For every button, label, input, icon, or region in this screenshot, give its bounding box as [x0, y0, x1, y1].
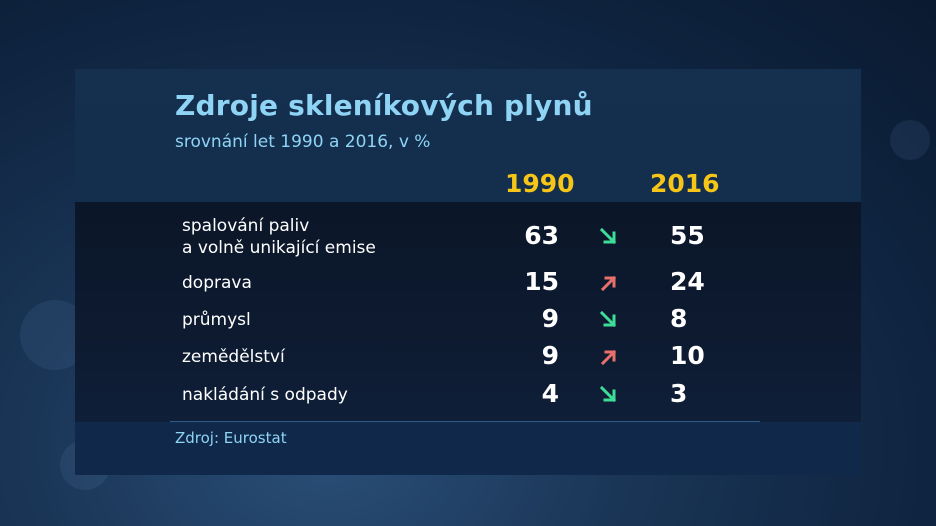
value-2016: 24 [670, 267, 705, 296]
row-label-line: spalování paliv [182, 216, 310, 236]
value-1990: 4 [541, 379, 559, 408]
row-label: zemědělství [182, 346, 285, 368]
value-1990: 9 [541, 304, 559, 333]
arrow-down-right-icon [599, 385, 619, 405]
chart-title: Zdroje skleníkových plynů [175, 89, 593, 122]
value-1990: 9 [541, 341, 559, 370]
chart-panel: Zdroje skleníkových plynů srovnání let 1… [75, 69, 861, 475]
value-1990: 63 [524, 221, 559, 250]
column-header-2016: 2016 [650, 169, 720, 198]
arrow-down-right-icon [599, 310, 619, 330]
source-note: Zdroj: Eurostat [175, 429, 287, 447]
value-2016: 55 [670, 221, 705, 250]
value-1990: 15 [524, 267, 559, 296]
divider [170, 421, 760, 422]
arrow-up-right-icon [599, 347, 619, 367]
table-body [75, 202, 861, 422]
arrow-down-right-icon [599, 227, 619, 247]
row-label: průmysl [182, 309, 251, 331]
row-label: nakládání s odpady [182, 384, 348, 406]
row-label-line: a volně unikající emise [182, 238, 376, 258]
row-label-line: nakládání s odpady [182, 385, 348, 405]
chart-subtitle: srovnání let 1990 a 2016, v % [175, 132, 431, 152]
row-label-line: zemědělství [182, 347, 285, 367]
row-label-line: doprava [182, 273, 252, 293]
background-bokeh [890, 120, 930, 160]
value-2016: 10 [670, 341, 705, 370]
value-2016: 8 [670, 304, 688, 333]
row-label-line: průmysl [182, 310, 251, 330]
column-header-1990: 1990 [505, 169, 575, 198]
row-label: spalování paliv a volně unikající emise [182, 215, 376, 259]
row-label: doprava [182, 272, 252, 294]
arrow-up-right-icon [599, 273, 619, 293]
value-2016: 3 [670, 379, 688, 408]
